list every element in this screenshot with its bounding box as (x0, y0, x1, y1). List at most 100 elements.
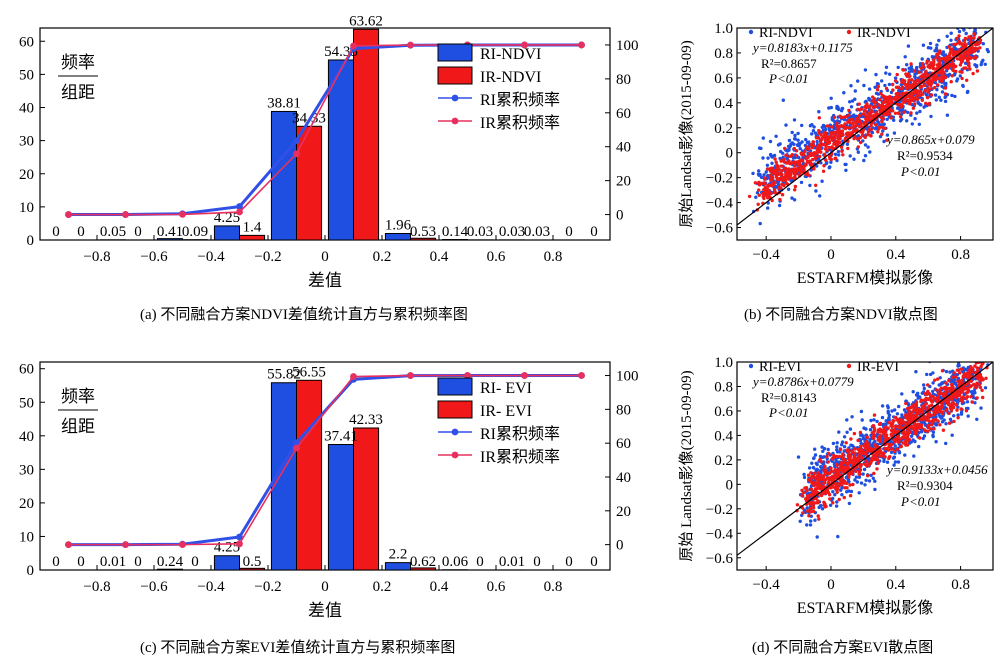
panel-d-point-ri (872, 418, 876, 422)
panel-a-ytick-label-5: 50 (19, 67, 34, 83)
panel-d-point-ri (944, 422, 948, 426)
panel-a-ytick-label-4: 40 (19, 101, 34, 117)
panel-b-point-ir (766, 193, 770, 197)
panel-c-ytick-label-4: 40 (19, 429, 34, 445)
panel-c-xtick-label-6: 0.4 (430, 579, 449, 595)
panel-b-point-ir (878, 108, 882, 113)
panel-b-point-ir (877, 126, 881, 131)
panel-d-point-ri (944, 369, 949, 374)
panel-d-point-ri (813, 518, 817, 522)
panel-d-point-ir (931, 394, 935, 399)
panel-d-ytick-label-3: 0 (726, 477, 734, 493)
panel-d-point-ir (811, 490, 815, 494)
panel-d-point-ri (822, 447, 827, 451)
panel-d-ytick-label-2: −0.2 (706, 502, 733, 518)
panel-b-point-ir (889, 116, 893, 120)
panel-d-point-ri (840, 443, 844, 447)
panel-b-annotation-2: P<0.01 (768, 71, 808, 86)
panel-d-point-ir (846, 448, 850, 452)
panel-b-point-ri (940, 19, 943, 22)
panel-b-point-ri (774, 134, 778, 138)
panel-b-point-ir (941, 70, 945, 74)
panel-c-xtick-label-0: −0.8 (83, 579, 110, 595)
panel-b-point-ri (979, 62, 983, 67)
panel-b-point-ir (923, 83, 927, 88)
panel-b-point-ir (968, 67, 972, 71)
panel-d-point-ir (968, 384, 972, 389)
panel-d-point-ir (823, 505, 827, 509)
panel-b-point-ir (909, 98, 913, 103)
panel-b-point-ir (883, 112, 888, 116)
panel-b-point-ir (856, 145, 860, 149)
panel-d-legend-marker-1 (846, 363, 852, 369)
panel-b-point-ri (971, 13, 974, 16)
panel-b-point-ri (804, 137, 808, 142)
panel-b-point-ir (817, 116, 821, 120)
panel-c-bar-label-14: 56.55 (292, 364, 326, 380)
panel-b-point-ri (864, 99, 868, 104)
panel-d-point-ir (826, 476, 831, 481)
panel-d-points (737, 357, 993, 556)
panel-b-point-ir (776, 164, 780, 168)
panel-d-point-ir (856, 438, 860, 443)
panel-b-annotation-3: y=0.865x+0.079 (885, 132, 975, 147)
panel-b-ytick-label-1: −0.4 (706, 196, 734, 212)
panel-c-legend-label-2: RI累积频率 (480, 425, 560, 443)
panel-b-point-ir (823, 147, 828, 151)
panel-b-point-ir (832, 142, 836, 146)
panel-b-point-ir (834, 144, 839, 148)
panel-c-bar-label-19: 0 (590, 554, 598, 570)
panel-c-cum-point-ir-1 (122, 541, 129, 549)
panel-b-point-ri (944, 81, 948, 86)
panel-d-point-ir (940, 369, 945, 373)
panel-d-point-ri (944, 441, 948, 446)
panel-d-point-ir (953, 375, 958, 379)
panel-b-point-ri (870, 130, 875, 135)
panel-b-annotation-0: y=0.8183x+0.1175 (751, 40, 853, 55)
panel-a-bar-label-3: 4.25 (214, 210, 240, 226)
panel-d-point-ri (885, 460, 890, 464)
panel-b-point-ir (849, 117, 854, 122)
panel-b-point-ri (787, 138, 792, 143)
panel-b-point-ri (781, 98, 785, 102)
panel-a-cum-point-ir-5 (350, 42, 357, 50)
panel-b-point-ir (866, 130, 871, 134)
panel-b-point-ir (797, 159, 801, 163)
panel-b-point-ir (871, 95, 875, 99)
panel-b-point-ir (777, 176, 782, 181)
panel-b-point-ir (913, 102, 917, 106)
panel-d-point-ir (891, 419, 895, 423)
panel-b-point-ir (917, 70, 921, 74)
panel-d-point-ri (897, 451, 902, 455)
panel-d-point-ir (933, 397, 938, 401)
panel-d-point-ir (845, 486, 849, 490)
panel-b-point-ir (819, 150, 823, 154)
panel-b-point-ir (934, 55, 938, 60)
panel-b-point-ir (777, 186, 781, 190)
panel-b-point-ir (881, 94, 885, 98)
panel-b-point-ir (798, 167, 802, 172)
panel-d-point-ri (977, 357, 980, 360)
panel-d-point-ir (980, 388, 984, 392)
panel-d-point-ir (965, 395, 970, 399)
panel-d-point-ir (872, 433, 877, 437)
panel-d-point-ir (827, 451, 831, 456)
panel-b-ytick-label-8: 1.0 (714, 21, 733, 37)
panel-d-point-ir (960, 397, 965, 401)
panel-a-cum-point-ri-3 (236, 203, 243, 210)
panel-c-bar-label-8: 0.01 (499, 554, 525, 570)
panel-a-ylabel-top: 频率 (61, 53, 95, 72)
panel-b-point-ir (812, 151, 817, 155)
panel-b-point-ri (928, 41, 933, 46)
panel-d-point-ir (816, 471, 820, 475)
panel-b-point-ir (968, 35, 972, 40)
panel-d-point-ri (831, 490, 835, 494)
panel-d-point-ri (873, 479, 877, 483)
panel-c-cum-point-ri-4 (293, 439, 300, 447)
panel-b-point-ir (886, 95, 890, 100)
panel-b-points (737, 13, 993, 226)
panel-b-point-ir (893, 111, 898, 116)
panel-d-point-ir (969, 365, 973, 369)
panel-b-point-ir (961, 46, 965, 50)
panel-b-point-ir (836, 126, 840, 131)
